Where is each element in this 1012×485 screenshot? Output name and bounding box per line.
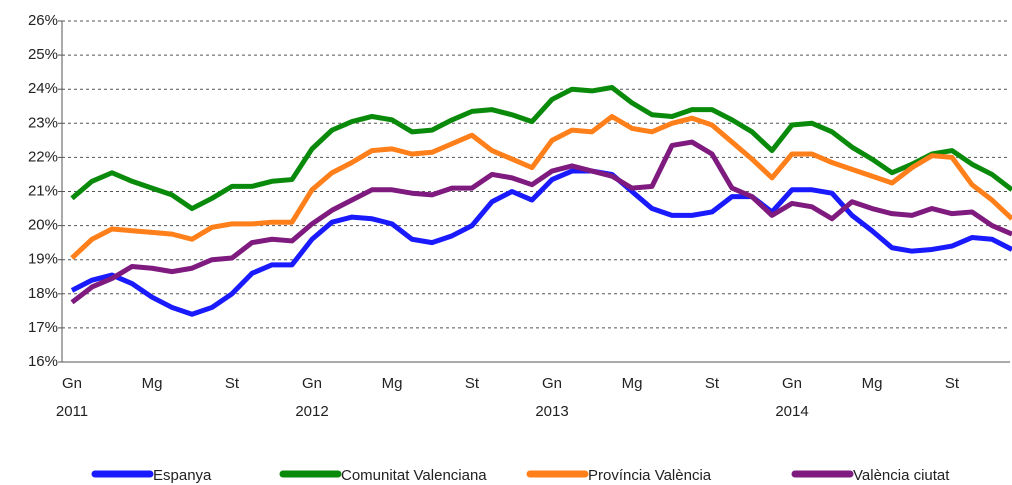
- x-tick-label: Gn: [782, 375, 802, 392]
- series-line: [70, 139, 1012, 305]
- legend-label: Província València: [588, 467, 712, 484]
- y-tick-label: 25%: [28, 46, 58, 63]
- x-tick-label: Gn: [62, 375, 82, 392]
- y-tick-label: 26%: [28, 12, 58, 29]
- x-group-label: 2011: [56, 403, 88, 420]
- series-line: [70, 168, 1012, 317]
- series-line: [70, 113, 1012, 260]
- y-tick-label: 16%: [28, 353, 58, 370]
- y-tick-label: 20%: [28, 217, 58, 234]
- x-tick-label: St: [465, 375, 480, 392]
- x-tick-label: St: [225, 375, 240, 392]
- y-tick-label: 21%: [28, 182, 58, 199]
- x-tick-label: Mg: [862, 375, 883, 392]
- y-tick-label: 18%: [28, 285, 58, 302]
- x-group-label: 2013: [535, 403, 568, 420]
- y-tick-label: 17%: [28, 319, 58, 336]
- x-tick-label: Gn: [302, 375, 322, 392]
- y-tick-label: 19%: [28, 251, 58, 268]
- x-tick-label: Mg: [382, 375, 403, 392]
- x-tick-label: St: [705, 375, 720, 392]
- x-group-label: 2014: [775, 403, 808, 420]
- y-tick-label: 22%: [28, 148, 58, 165]
- x-group-label: 2012: [295, 403, 328, 420]
- series-line: [70, 84, 1012, 212]
- legend-label: Espanya: [153, 467, 212, 484]
- x-tick-label: Gn: [542, 375, 562, 392]
- legend-label: Comunitat Valenciana: [341, 467, 487, 484]
- y-tick-label: 24%: [28, 80, 58, 97]
- legend-label: València ciutat: [853, 467, 950, 484]
- x-tick-label: Mg: [142, 375, 163, 392]
- x-tick-label: Mg: [622, 375, 643, 392]
- y-tick-label: 23%: [28, 114, 58, 131]
- x-tick-label: St: [945, 375, 960, 392]
